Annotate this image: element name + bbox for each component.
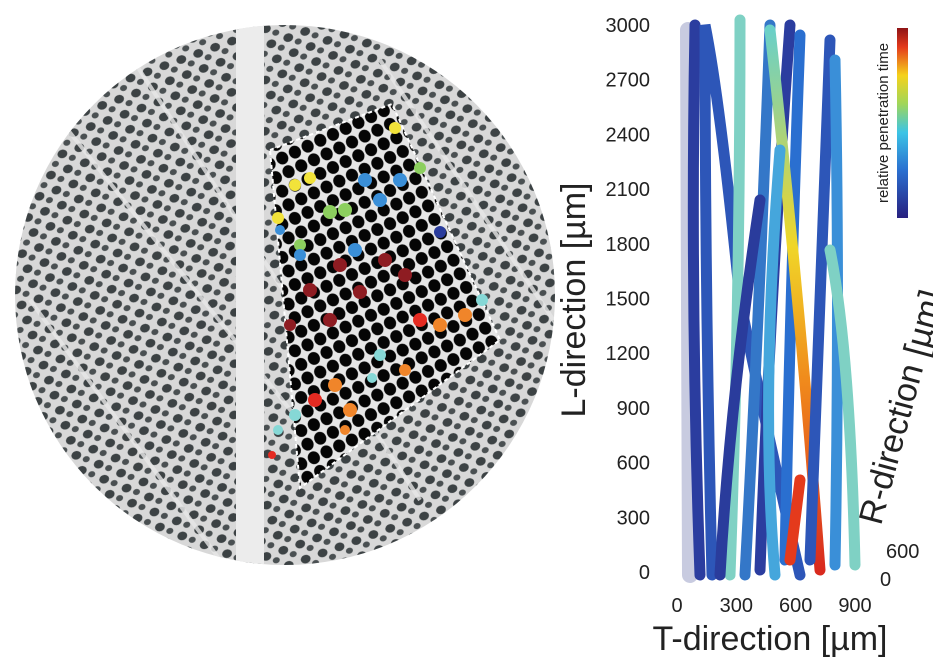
y-axis-label: L-direction [µm] [555, 183, 593, 418]
y-tick-label: 2700 [606, 70, 651, 92]
tracks [688, 20, 855, 575]
y-tick-label: 3000 [606, 15, 651, 37]
micrograph [0, 0, 570, 580]
y-tick-label: 600 [617, 453, 650, 475]
x-tick-label: 0 [671, 595, 682, 617]
colorbar [897, 28, 908, 218]
z-tick-label: 0 [880, 569, 891, 591]
x-tick-label: 300 [720, 595, 753, 617]
y-tick-label: 2400 [606, 124, 651, 146]
y-tick-label: 900 [617, 398, 650, 420]
y-tick-label: 0 [639, 562, 650, 584]
z-axis-label: R-direction [µm] [852, 286, 933, 528]
y-tick-label: 300 [617, 507, 650, 529]
y-tick-label: 1500 [606, 289, 651, 311]
x-tick-label: 600 [779, 595, 812, 617]
y-tick-label: 1800 [606, 234, 651, 256]
x-axis-label: T-direction [µm] [653, 620, 888, 658]
y-tick-label: 2100 [606, 179, 651, 201]
z-tick-label: 600 [886, 541, 919, 563]
figure: relative penetration time L-direction [µ… [0, 0, 933, 658]
y-tick-label: 1200 [606, 343, 651, 365]
x-tick-label: 900 [838, 595, 871, 617]
colorbar-label: relative penetration time [875, 43, 892, 203]
